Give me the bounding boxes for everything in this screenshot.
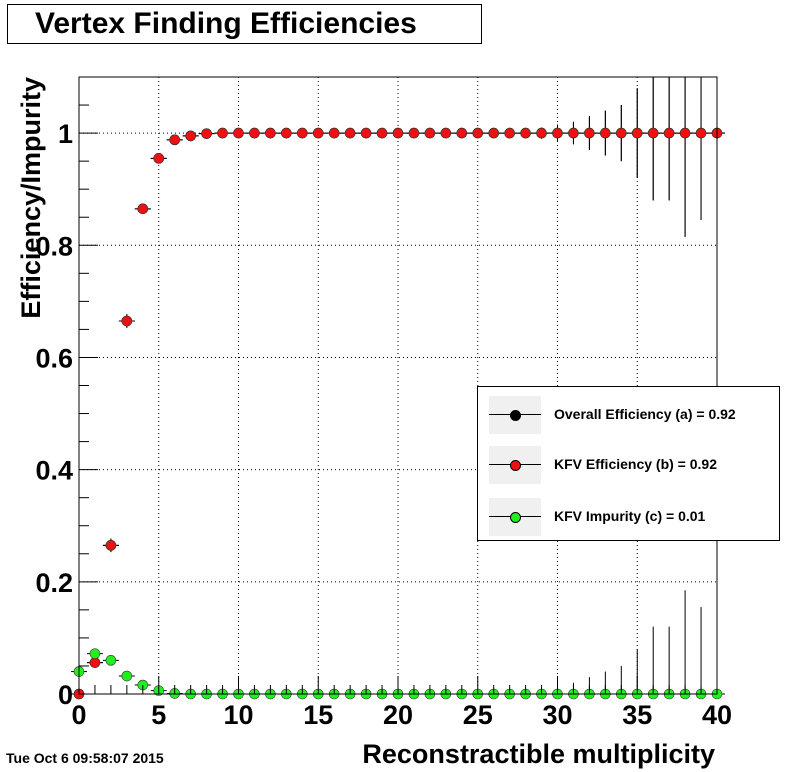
data-point xyxy=(376,127,388,139)
data-point xyxy=(552,127,563,139)
y-tick-label: 0 xyxy=(58,680,73,710)
data-point xyxy=(456,127,468,139)
data-point xyxy=(647,127,659,139)
legend-swatch xyxy=(489,396,541,434)
legend-label-kfv-impurity: KFV Impurity (c) = 0.01 xyxy=(554,508,706,524)
data-point xyxy=(536,127,547,139)
data-point xyxy=(121,315,133,327)
data-point xyxy=(296,127,308,139)
data-point xyxy=(137,203,149,215)
x-tick-label: 20 xyxy=(383,700,413,730)
data-point xyxy=(105,540,117,551)
data-point xyxy=(121,670,133,682)
grid-lines xyxy=(79,77,717,694)
data-markers xyxy=(73,127,723,700)
x-tick-label: 0 xyxy=(71,700,86,730)
legend-swatch xyxy=(489,446,541,484)
data-point xyxy=(663,127,675,139)
data-point xyxy=(281,127,292,139)
data-point xyxy=(328,127,340,139)
data-point xyxy=(249,127,260,139)
legend-label-overall: Overall Efficiency (a) = 0.92 xyxy=(554,406,736,422)
data-point xyxy=(472,127,484,139)
x-tick-label: 10 xyxy=(223,700,253,730)
x-tick-label: 30 xyxy=(542,700,572,730)
y-tick-labels: 0 0.2 0.4 0.6 0.8 1 xyxy=(35,119,73,710)
y-tick-label: 0.2 xyxy=(35,568,73,598)
x-tick-label: 35 xyxy=(622,700,652,730)
y-tick-label: 0.4 xyxy=(35,456,73,486)
legend-marker-overall xyxy=(510,410,521,421)
data-point xyxy=(185,130,196,142)
data-point xyxy=(615,127,627,139)
data-point xyxy=(344,127,356,139)
data-point xyxy=(233,127,244,139)
data-point xyxy=(424,127,436,139)
data-point xyxy=(217,127,228,139)
data-point xyxy=(201,128,212,139)
data-point xyxy=(488,127,500,139)
data-point xyxy=(568,127,579,139)
data-point xyxy=(89,648,101,659)
data-point xyxy=(392,127,404,139)
axis-ticks xyxy=(78,76,718,695)
x-tick-label: 40 xyxy=(702,700,732,730)
data-point xyxy=(679,127,691,139)
x-tick-label: 15 xyxy=(303,700,333,730)
x-tick-labels: 0 5 10 15 20 25 30 35 40 xyxy=(71,700,732,730)
x-tick-label: 5 xyxy=(151,700,166,730)
x-tick-label: 25 xyxy=(463,700,493,730)
x-axis-title: Reconstractible multiplicity xyxy=(362,739,715,769)
legend-marker-kfv-impurity xyxy=(510,512,521,523)
data-point xyxy=(265,127,276,139)
data-point xyxy=(360,127,372,139)
data-point xyxy=(169,134,180,146)
data-point xyxy=(408,127,420,139)
data-point xyxy=(89,657,101,668)
data-point xyxy=(312,127,324,139)
legend-label-kfv-efficiency: KFV Efficiency (b) = 0.92 xyxy=(554,456,717,472)
data-point xyxy=(504,127,515,139)
data-point xyxy=(440,127,452,139)
legend-entry-kfv-efficiency: KFV Efficiency (b) = 0.92 xyxy=(478,443,779,484)
legend: Overall Efficiency (a) = 0.92 KFV Effici… xyxy=(477,386,780,541)
data-point xyxy=(600,127,611,139)
y-axis-title: Efficiency/Impurity xyxy=(16,77,46,319)
data-point xyxy=(631,127,643,139)
y-tick-label: 0.6 xyxy=(35,343,73,373)
y-tick-label: 1 xyxy=(58,119,73,149)
legend-entry-overall: Overall Efficiency (a) = 0.92 xyxy=(478,393,779,434)
timestamp: Tue Oct 6 09:58:07 2015 xyxy=(6,750,164,766)
legend-swatch xyxy=(489,498,541,536)
chart-title: Vertex Finding Efficiencies xyxy=(7,4,482,44)
data-point xyxy=(520,127,531,139)
data-point xyxy=(695,127,707,139)
data-point xyxy=(105,655,117,666)
data-point xyxy=(584,127,595,139)
y-tick-label: 0.8 xyxy=(35,231,73,261)
legend-marker-kfv-efficiency xyxy=(510,460,521,471)
legend-entry-kfv-impurity: KFV Impurity (c) = 0.01 xyxy=(478,495,779,536)
data-point xyxy=(153,153,165,164)
